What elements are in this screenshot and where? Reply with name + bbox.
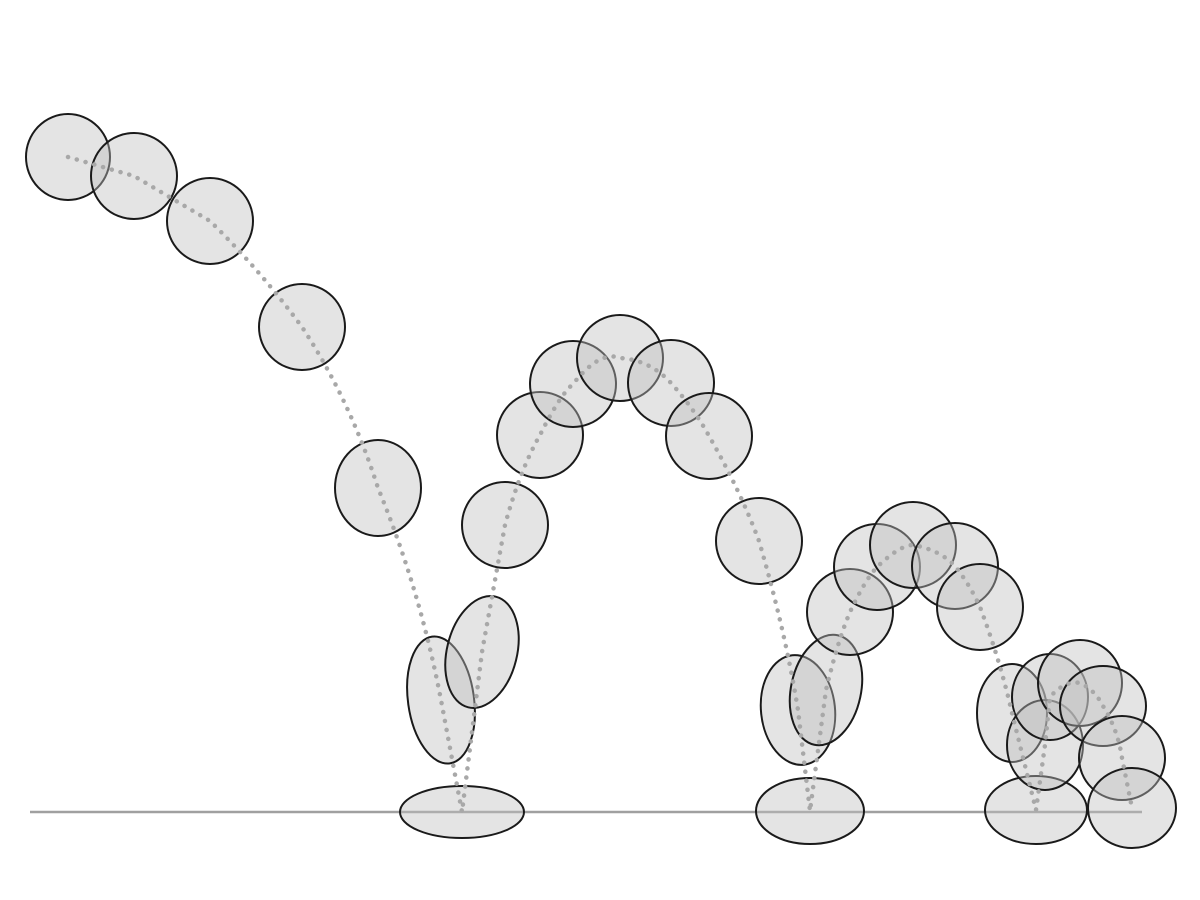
ball-frame	[576, 314, 664, 402]
trajectory-trail	[65, 154, 1135, 815]
ball-frame	[90, 132, 178, 220]
ball-frame	[665, 392, 753, 480]
ball-frames	[25, 113, 1177, 849]
ball-frame	[911, 522, 999, 610]
ball-frame	[1087, 767, 1177, 849]
ball-frame	[334, 439, 422, 537]
ball-frame	[806, 568, 894, 656]
ball-frame	[406, 635, 476, 765]
ball-frame	[755, 777, 865, 845]
ball-frame	[496, 391, 584, 479]
ball-frame	[258, 283, 346, 371]
